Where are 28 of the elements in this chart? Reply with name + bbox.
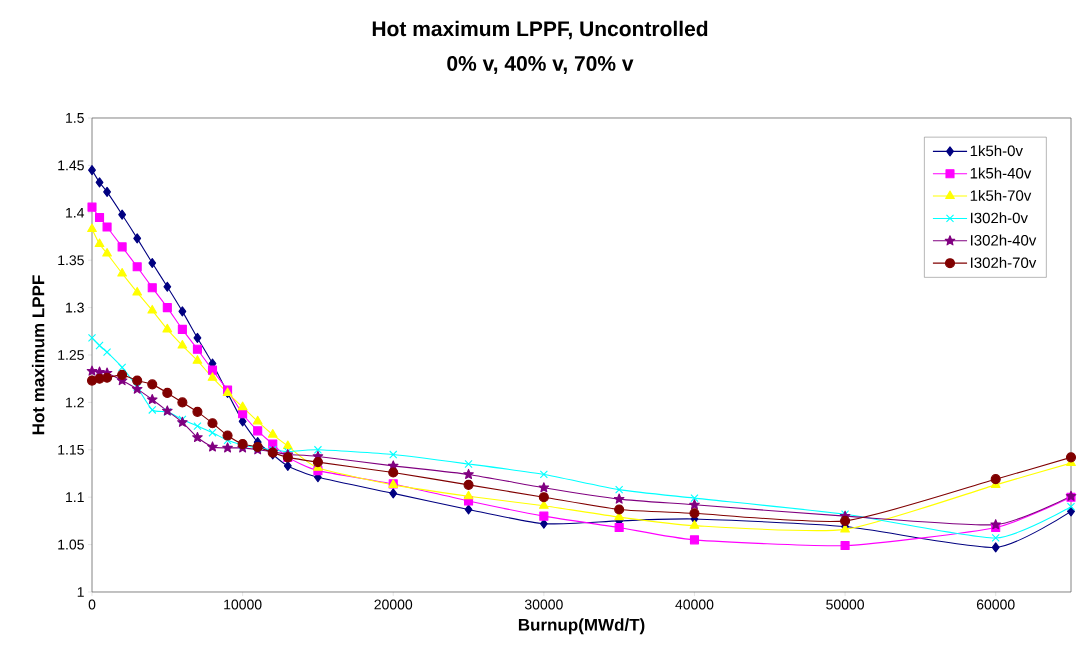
chart-subtitle: 0% v, 40% v, 70% v <box>447 56 634 74</box>
y-tick-label: 1.15 <box>58 444 84 455</box>
y-tick-label: 1.2 <box>66 397 84 408</box>
y-axis-title: Hot maximum LPPF <box>31 275 45 435</box>
legend-label: 1k5h-0v <box>970 145 1023 157</box>
y-tick-label: 1.45 <box>58 160 84 171</box>
chart-title: Hot maximum LPPF, Uncontrolled <box>372 20 708 40</box>
legend-label: 1k5h-40v <box>970 167 1032 179</box>
legend-label: I302h-40v <box>971 234 1037 246</box>
y-tick-label: 1.25 <box>58 350 84 360</box>
y-tick-label: 1.05 <box>58 539 84 550</box>
x-tick-label: 60000 <box>976 599 1015 610</box>
x-tick-label: 0 <box>88 599 96 610</box>
y-tick-label: 1.35 <box>58 255 84 266</box>
x-tick-label: 30000 <box>524 599 563 610</box>
y-tick-label: 1 <box>77 587 84 597</box>
y-tick-label: 1.5 <box>66 113 84 123</box>
y-tick-label: 1.4 <box>66 207 85 218</box>
x-tick-label: 50000 <box>826 599 864 610</box>
legend-label: I302h-70v <box>971 256 1037 268</box>
x-tick-label: 20000 <box>374 599 413 610</box>
y-tick-label: 1.3 <box>66 302 84 313</box>
y-tick-label: 1.1 <box>66 492 84 502</box>
legend-label: 1k5h-70v <box>970 189 1032 201</box>
legend-label: I302h-0v <box>971 212 1028 224</box>
x-tick-label: 40000 <box>675 599 714 610</box>
x-tick-label: 10000 <box>224 599 262 610</box>
x-axis-title: Burnup(MWd/T) <box>518 618 645 635</box>
